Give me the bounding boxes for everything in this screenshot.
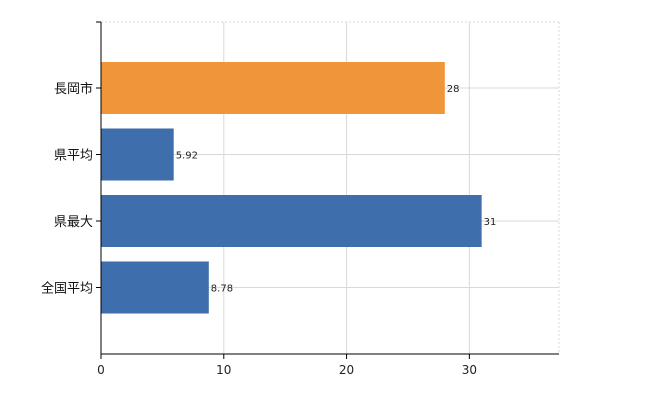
bar-2	[101, 195, 482, 247]
category-label-2: 県最大	[54, 215, 93, 230]
x-tick-label-0: 0	[97, 363, 105, 377]
x-tick-label-3: 30	[462, 363, 477, 377]
category-label-1: 県平均	[54, 149, 93, 164]
bar-1	[101, 128, 174, 181]
data-label-0: 28	[447, 84, 460, 95]
category-label-3: 全国平均	[41, 281, 93, 297]
bars	[101, 62, 482, 314]
x-tick-label-1: 10	[216, 363, 231, 377]
bar-0	[101, 62, 445, 114]
bar-3	[101, 261, 209, 314]
category-label-0: 長岡市	[54, 81, 93, 97]
axes	[96, 21, 559, 359]
data-label-1: 5.92	[176, 151, 198, 162]
x-tick-label-2: 20	[339, 363, 354, 377]
data-label-3: 8.78	[211, 284, 233, 295]
data-label-2: 31	[484, 217, 497, 228]
